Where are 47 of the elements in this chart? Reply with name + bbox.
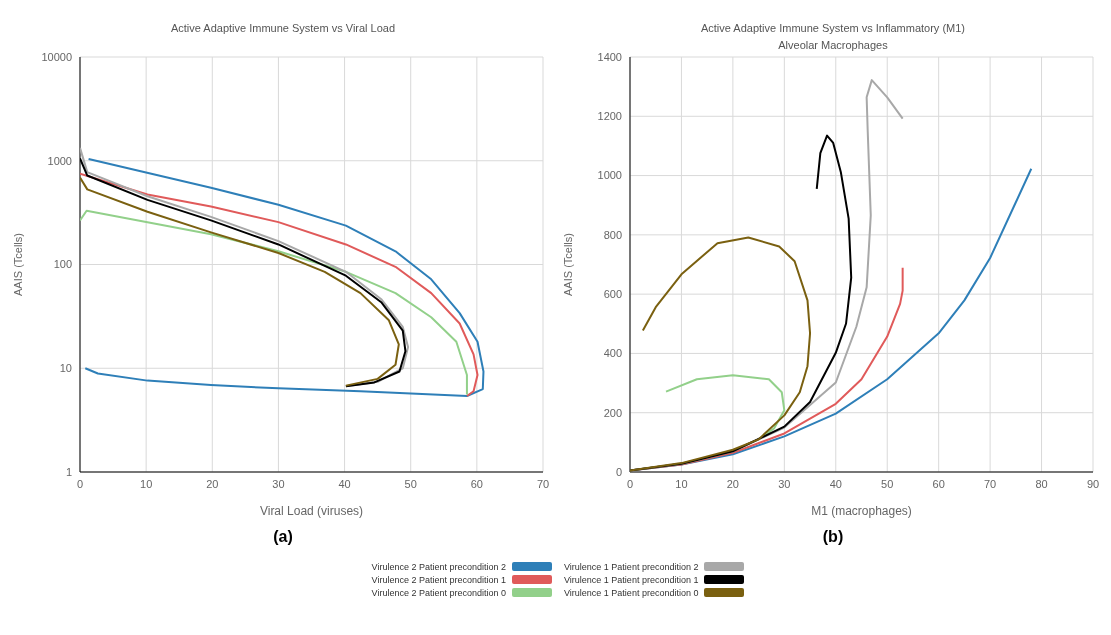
y-tick-label: 0: [615, 465, 622, 478]
legend-label: Virulence 2 Patient precondition 1: [371, 574, 506, 585]
x-tick-label: 0: [76, 477, 84, 490]
legend-label: Virulence 1 Patient precondition 1: [564, 574, 699, 585]
y-tick-label: 1200: [597, 110, 622, 123]
x-tick-label: 20: [206, 477, 219, 490]
chart-title: Active Adaptive Immune System vs Inflammatory (M1) Alveolar Macrophages: [699, 21, 967, 53]
y-tick-label: 10000: [41, 50, 72, 63]
x-axis-title: M1 (macrophages): [811, 504, 912, 518]
line-series: [630, 236, 812, 472]
y-tick-label: 800: [603, 228, 622, 241]
x-tick-label: 40: [829, 477, 842, 490]
legend-label: Virulence 1 Patient precondition 2: [564, 561, 699, 572]
y-tick-label: 100: [53, 258, 72, 271]
x-tick-label: 60: [470, 477, 483, 490]
y-tick-label: 1400: [597, 50, 622, 63]
x-tick-label: 90: [1086, 477, 1100, 490]
legend-label: Virulence 1 Patient precondition 0: [564, 587, 699, 598]
legend-label: Virulence 2 Patient precondition 0: [371, 587, 506, 598]
y-axis-title: AAIS (Tcells): [561, 233, 574, 296]
y-tick-label: 400: [603, 347, 622, 360]
x-tick-label: 30: [778, 477, 791, 490]
y-tick-label: 10: [59, 362, 72, 375]
text: (a): [272, 528, 294, 546]
y-tick-label: 1000: [47, 154, 72, 167]
y-tick-label: 600: [603, 288, 622, 301]
x-tick-label: 20: [726, 477, 740, 490]
x-tick-label: 50: [404, 477, 417, 490]
x-tick-label: 30: [272, 477, 285, 490]
y-axis-title: AAIS (Tcells): [11, 233, 24, 296]
x-tick-label: 0: [626, 477, 634, 490]
chart-title: Active Adaptive Immune System vs Viral Load: [169, 21, 397, 36]
x-tick-label: 60: [932, 477, 945, 490]
text: (b): [821, 528, 845, 546]
line-series: [80, 209, 468, 396]
x-tick-label: 10: [675, 477, 688, 490]
x-tick-label: 10: [140, 477, 153, 490]
x-axis-title: Viral Load (viruses): [259, 504, 364, 518]
x-tick-label: 50: [881, 477, 894, 490]
y-tick-label: 1000: [597, 169, 622, 182]
y-tick-label: 200: [603, 406, 622, 419]
x-tick-label: 80: [1035, 477, 1048, 490]
x-tick-label: 40: [338, 477, 351, 490]
x-tick-label: 70: [983, 477, 997, 490]
x-tick-label: 70: [536, 477, 550, 490]
y-tick-label: 1: [65, 465, 72, 478]
legend-label: Virulence 2 Patient precondition 2: [371, 561, 506, 572]
